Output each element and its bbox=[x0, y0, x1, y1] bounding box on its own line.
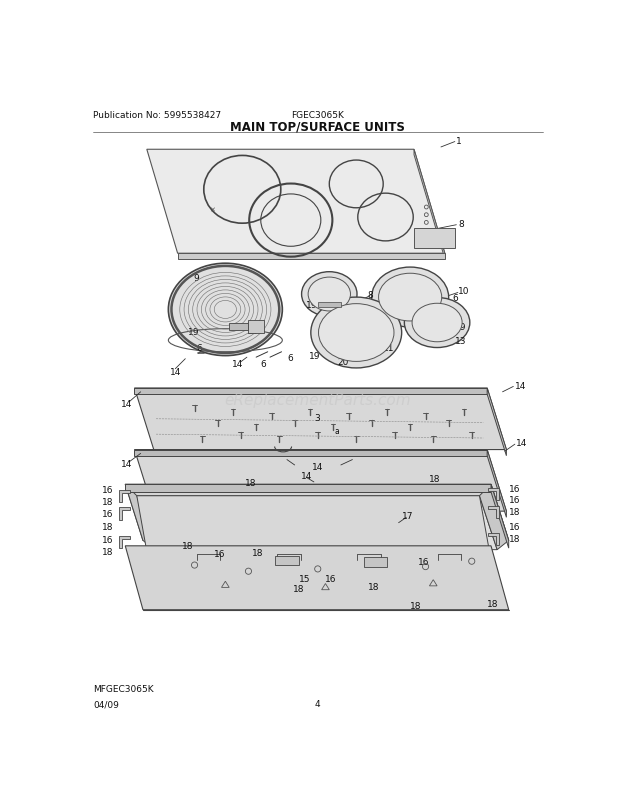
Text: FGEC3065K: FGEC3065K bbox=[291, 111, 344, 120]
Text: a: a bbox=[335, 427, 339, 435]
Polygon shape bbox=[125, 484, 154, 550]
Text: 19: 19 bbox=[339, 342, 351, 350]
Text: 14: 14 bbox=[516, 439, 528, 448]
Text: 17: 17 bbox=[402, 511, 414, 520]
Text: 16: 16 bbox=[102, 536, 113, 545]
Text: 19: 19 bbox=[309, 352, 320, 361]
Text: 14: 14 bbox=[312, 463, 324, 472]
Polygon shape bbox=[488, 506, 498, 518]
Polygon shape bbox=[119, 536, 130, 549]
Polygon shape bbox=[135, 388, 487, 395]
Text: 6: 6 bbox=[435, 330, 441, 339]
Text: 18: 18 bbox=[252, 549, 264, 557]
Text: ✕: ✕ bbox=[210, 207, 215, 213]
Text: 12: 12 bbox=[247, 326, 259, 335]
Text: 1: 1 bbox=[456, 137, 462, 146]
Ellipse shape bbox=[308, 277, 350, 311]
Text: 11: 11 bbox=[383, 344, 395, 353]
Text: 14: 14 bbox=[515, 382, 526, 391]
Text: 18: 18 bbox=[182, 541, 193, 551]
Text: 8: 8 bbox=[458, 221, 464, 229]
Text: eReplacementParts.com: eReplacementParts.com bbox=[224, 392, 411, 407]
Text: 18: 18 bbox=[102, 547, 113, 556]
Text: 15: 15 bbox=[298, 575, 310, 584]
Text: 18: 18 bbox=[102, 498, 113, 507]
Ellipse shape bbox=[169, 264, 282, 356]
Polygon shape bbox=[137, 496, 497, 594]
Text: 14: 14 bbox=[170, 367, 181, 376]
Text: 6: 6 bbox=[453, 294, 458, 302]
Polygon shape bbox=[491, 484, 508, 549]
Text: 16: 16 bbox=[326, 575, 337, 584]
Text: 18: 18 bbox=[293, 584, 304, 593]
Text: 16: 16 bbox=[508, 522, 520, 532]
Polygon shape bbox=[414, 229, 455, 249]
Text: 20: 20 bbox=[337, 357, 348, 366]
Text: 19: 19 bbox=[188, 328, 200, 337]
Polygon shape bbox=[135, 388, 507, 450]
Ellipse shape bbox=[379, 274, 441, 322]
Polygon shape bbox=[249, 321, 264, 333]
Text: 18: 18 bbox=[508, 507, 520, 516]
Text: 6: 6 bbox=[260, 359, 266, 368]
Polygon shape bbox=[147, 150, 445, 254]
Text: 8: 8 bbox=[368, 290, 373, 299]
Text: 3: 3 bbox=[314, 413, 320, 422]
Text: 19: 19 bbox=[455, 322, 466, 331]
Text: 4: 4 bbox=[315, 699, 321, 708]
Polygon shape bbox=[488, 533, 498, 545]
Text: 18: 18 bbox=[368, 582, 379, 591]
Text: 16: 16 bbox=[508, 484, 520, 493]
Text: 13: 13 bbox=[455, 336, 466, 346]
Ellipse shape bbox=[404, 298, 470, 348]
Polygon shape bbox=[275, 556, 298, 565]
Polygon shape bbox=[364, 557, 387, 567]
Ellipse shape bbox=[311, 298, 402, 368]
Text: 14: 14 bbox=[301, 472, 312, 480]
Polygon shape bbox=[125, 484, 508, 541]
Text: 14: 14 bbox=[122, 460, 133, 468]
Text: 14: 14 bbox=[122, 399, 133, 408]
Polygon shape bbox=[177, 254, 445, 259]
Polygon shape bbox=[135, 450, 507, 512]
Ellipse shape bbox=[301, 273, 357, 317]
Polygon shape bbox=[137, 496, 497, 550]
Polygon shape bbox=[135, 450, 487, 456]
Text: 10: 10 bbox=[458, 286, 469, 295]
Polygon shape bbox=[125, 484, 491, 492]
Text: 16: 16 bbox=[508, 496, 520, 504]
Text: MAIN TOP/SURFACE UNITS: MAIN TOP/SURFACE UNITS bbox=[230, 120, 405, 133]
Text: 9: 9 bbox=[193, 273, 199, 282]
Text: 6: 6 bbox=[196, 344, 202, 353]
Polygon shape bbox=[119, 490, 130, 502]
Text: 18: 18 bbox=[245, 479, 256, 488]
Ellipse shape bbox=[319, 304, 394, 362]
Text: MFGEC3065K: MFGEC3065K bbox=[93, 684, 154, 693]
Polygon shape bbox=[479, 484, 508, 550]
Text: 18: 18 bbox=[508, 534, 520, 543]
Text: 16: 16 bbox=[418, 557, 429, 566]
Text: 19: 19 bbox=[306, 301, 317, 310]
Ellipse shape bbox=[412, 304, 462, 342]
Text: 04/09: 04/09 bbox=[93, 699, 119, 708]
Polygon shape bbox=[119, 508, 130, 520]
Text: 16: 16 bbox=[102, 485, 113, 495]
Text: 14: 14 bbox=[231, 359, 243, 368]
Text: 18: 18 bbox=[102, 522, 113, 532]
Polygon shape bbox=[125, 546, 508, 610]
Text: 18: 18 bbox=[487, 599, 498, 608]
Polygon shape bbox=[317, 302, 341, 308]
Polygon shape bbox=[487, 450, 507, 517]
Polygon shape bbox=[488, 488, 498, 500]
Text: 16: 16 bbox=[214, 549, 225, 558]
Text: 18: 18 bbox=[430, 475, 441, 484]
Polygon shape bbox=[414, 150, 445, 259]
Text: Publication No: 5995538427: Publication No: 5995538427 bbox=[93, 111, 221, 120]
Ellipse shape bbox=[371, 268, 449, 328]
Text: 6: 6 bbox=[287, 353, 293, 363]
Text: 16: 16 bbox=[102, 509, 113, 518]
Text: 18: 18 bbox=[410, 601, 422, 610]
Polygon shape bbox=[229, 323, 249, 330]
Polygon shape bbox=[487, 388, 507, 456]
